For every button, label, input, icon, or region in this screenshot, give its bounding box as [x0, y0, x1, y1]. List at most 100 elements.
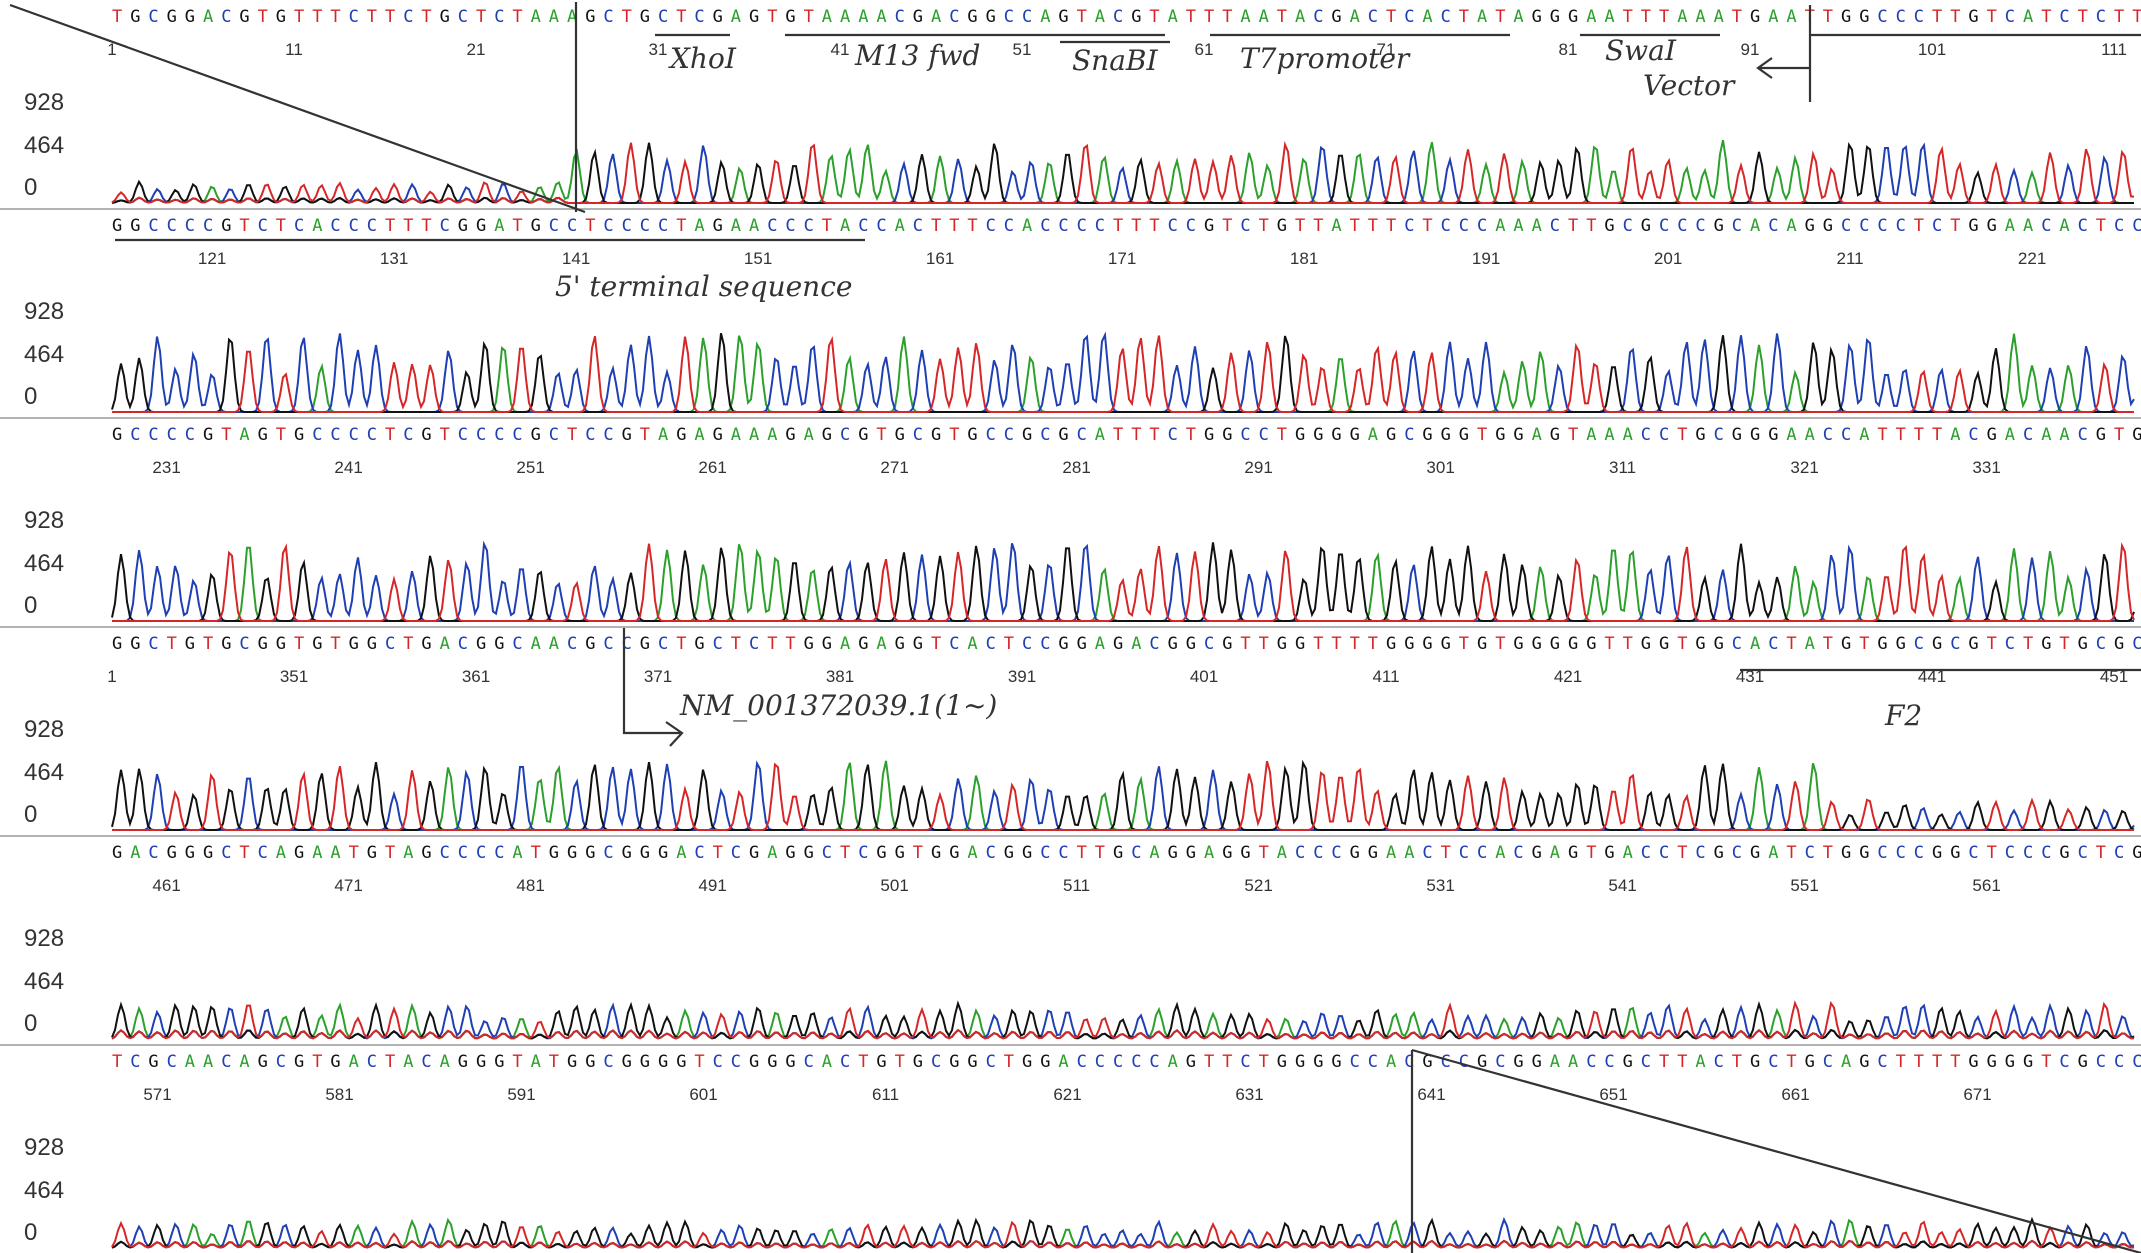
- position-label: 331: [1972, 458, 2000, 477]
- position-label: 101: [1918, 40, 1946, 59]
- annotations: XhoI M13 fwd SnaBI T7promoter SwaI Vecto…: [9, 2, 2141, 1253]
- swai-label: SwaI: [1605, 34, 1677, 67]
- position-label: 291: [1244, 458, 1272, 477]
- position-label: 551: [1790, 876, 1818, 895]
- position-label: 51: [1013, 40, 1032, 59]
- position-label: 211: [1837, 249, 1864, 268]
- position-label: 641: [1417, 1085, 1445, 1104]
- position-label: 261: [698, 458, 726, 477]
- position-label: 521: [1244, 876, 1272, 895]
- f2-label: F2: [1884, 699, 1922, 732]
- position-label: 591: [507, 1085, 535, 1104]
- position-label: 61: [1195, 40, 1214, 59]
- position-label: 141: [562, 249, 590, 268]
- position-label: 281: [1062, 458, 1090, 477]
- position-label: 271: [880, 458, 908, 477]
- position-label: 321: [1790, 458, 1818, 477]
- position-label: 151: [744, 249, 772, 268]
- position-label: 81: [1559, 40, 1578, 59]
- position-label: 31: [649, 40, 668, 59]
- snabi-label: SnaBI: [1072, 44, 1158, 77]
- nm-label: NM_001372039.1(1~): [679, 689, 997, 722]
- position-label: 71: [1377, 40, 1396, 59]
- position-label: 391: [1008, 667, 1036, 686]
- y-tick-label: 464: [24, 1177, 64, 1204]
- position-label: 531: [1426, 876, 1454, 895]
- position-label: 1: [107, 667, 116, 686]
- position-label: 661: [1781, 1085, 1809, 1104]
- position-label: 131: [380, 249, 408, 268]
- position-label: 421: [1554, 667, 1582, 686]
- y-tick-label: 928: [24, 89, 64, 116]
- position-label: 401: [1190, 667, 1218, 686]
- position-label: 651: [1599, 1085, 1627, 1104]
- position-label: 221: [2018, 249, 2046, 268]
- vector-label: Vector: [1643, 69, 1736, 102]
- position-label: 231: [152, 458, 180, 477]
- y-tick-label: 464: [24, 759, 64, 786]
- diagonal-line: [1411, 1048, 2141, 1253]
- position-label: 581: [325, 1085, 353, 1104]
- y-tick-label: 0: [24, 801, 37, 828]
- position-label: 251: [516, 458, 544, 477]
- position-label: 351: [280, 667, 308, 686]
- position-label: 371: [644, 667, 672, 686]
- trace: [111, 1220, 2135, 1249]
- position-label: 301: [1426, 458, 1454, 477]
- y-tick-label: 928: [24, 716, 64, 743]
- position-label: 241: [334, 458, 362, 477]
- y-tick-label: 464: [24, 341, 64, 368]
- position-label: 181: [1290, 249, 1318, 268]
- y-tick-label: 928: [24, 507, 64, 534]
- position-label: 1: [107, 40, 116, 59]
- y-tick-label: 0: [24, 383, 37, 410]
- t7-label: T7promoter: [1240, 42, 1411, 75]
- position-label: 191: [1472, 249, 1500, 268]
- y-tick-label: 0: [24, 592, 37, 619]
- position-label: 91: [1741, 40, 1760, 59]
- position-label: 161: [926, 249, 954, 268]
- trace: [111, 1000, 2135, 1040]
- position-label: 441: [1918, 667, 1946, 686]
- position-label: 171: [1108, 249, 1136, 268]
- position-label: 111: [2101, 40, 2127, 59]
- position-label: 431: [1736, 667, 1764, 686]
- position-label: 561: [1972, 876, 2000, 895]
- position-label: 541: [1608, 876, 1636, 895]
- position-label: 381: [826, 667, 854, 686]
- position-label: 311: [1609, 458, 1636, 477]
- position-label: 451: [2100, 667, 2128, 686]
- position-label: 361: [462, 667, 490, 686]
- start-arrow: [622, 628, 684, 747]
- y-tick-label: 0: [24, 1219, 37, 1246]
- trace: [112, 335, 2134, 413]
- position-label: 671: [1963, 1085, 1991, 1104]
- position-label: 121: [198, 249, 226, 268]
- position-label: 471: [334, 876, 362, 895]
- position-label: 621: [1053, 1085, 1081, 1104]
- position-label: 511: [1063, 876, 1090, 895]
- position-label: 481: [516, 876, 544, 895]
- position-label: 631: [1235, 1085, 1263, 1104]
- y-tick-label: 0: [24, 1010, 37, 1037]
- y-tick-label: 464: [24, 132, 64, 159]
- y-tick-label: 0: [24, 174, 37, 201]
- position-label: 41: [831, 40, 850, 59]
- position-label: 411: [1372, 667, 1399, 686]
- trace: [111, 140, 2135, 204]
- m13-label: M13 fwd: [854, 39, 980, 72]
- y-tick-label: 928: [24, 925, 64, 952]
